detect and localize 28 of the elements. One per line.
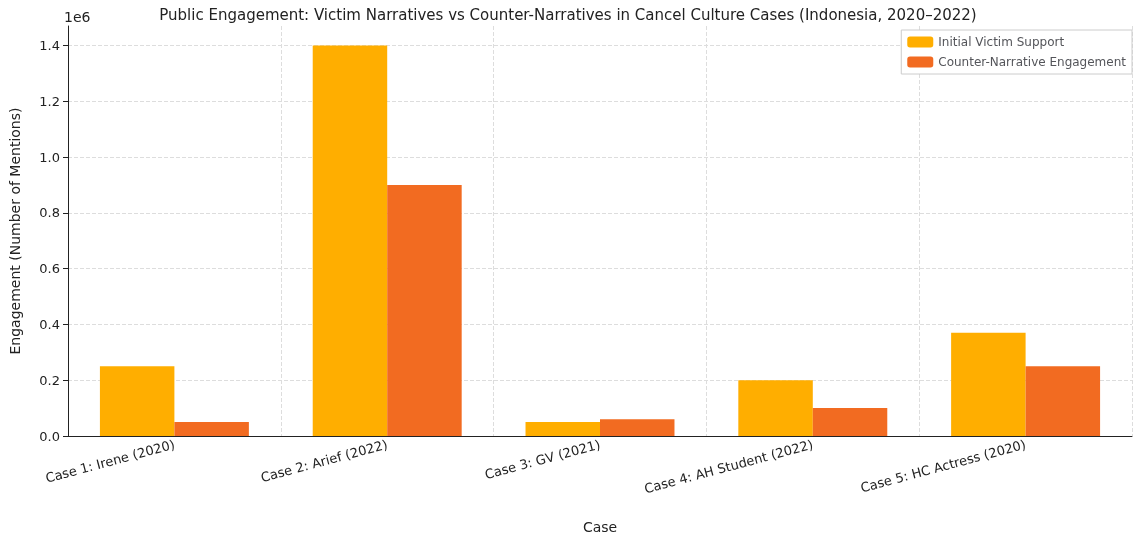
legend-label: Counter-Narrative Engagement — [938, 55, 1127, 69]
bar — [99, 366, 175, 436]
bar — [387, 184, 462, 436]
bar — [951, 332, 1026, 436]
y-tick-label: 1.4 — [39, 38, 60, 54]
y-tick-label: 0.2 — [39, 372, 60, 388]
chart-title: Public Engagement: Victim Narratives vs Counter-Narratives in Cancel Culture Cases (Indonesia, 2020–2022) — [159, 5, 977, 24]
y-tick-label: 0.6 — [39, 261, 60, 277]
x-tick-label: Case 4: AH Student (2022) — [642, 436, 815, 497]
y-axis-title: Engagement (Number of Mentions) — [7, 107, 23, 355]
x-tick-label: Case 3: GV (2021) — [483, 436, 602, 483]
x-tick-label: Case 2: Arief (2022) — [259, 436, 390, 486]
bar — [600, 419, 675, 436]
bar — [525, 422, 600, 436]
legend-label: Initial Victim Support — [938, 35, 1065, 49]
bar — [812, 408, 888, 436]
y-tick-label: 0.4 — [39, 316, 60, 332]
text: 1e6 — [64, 9, 91, 25]
bar — [1025, 366, 1101, 436]
x-tick-label: Case 5: HC Actress (2020) — [858, 436, 1028, 496]
x-axis-title: Case — [582, 519, 618, 535]
bar — [312, 45, 388, 436]
y-tick-label: 0.0 — [39, 428, 60, 444]
y-tick-label: 1.2 — [39, 93, 60, 109]
bar — [738, 380, 813, 436]
bar — [174, 422, 249, 436]
y-tick-label: 1.0 — [39, 149, 60, 165]
y-tick-label: 0.8 — [39, 205, 60, 221]
